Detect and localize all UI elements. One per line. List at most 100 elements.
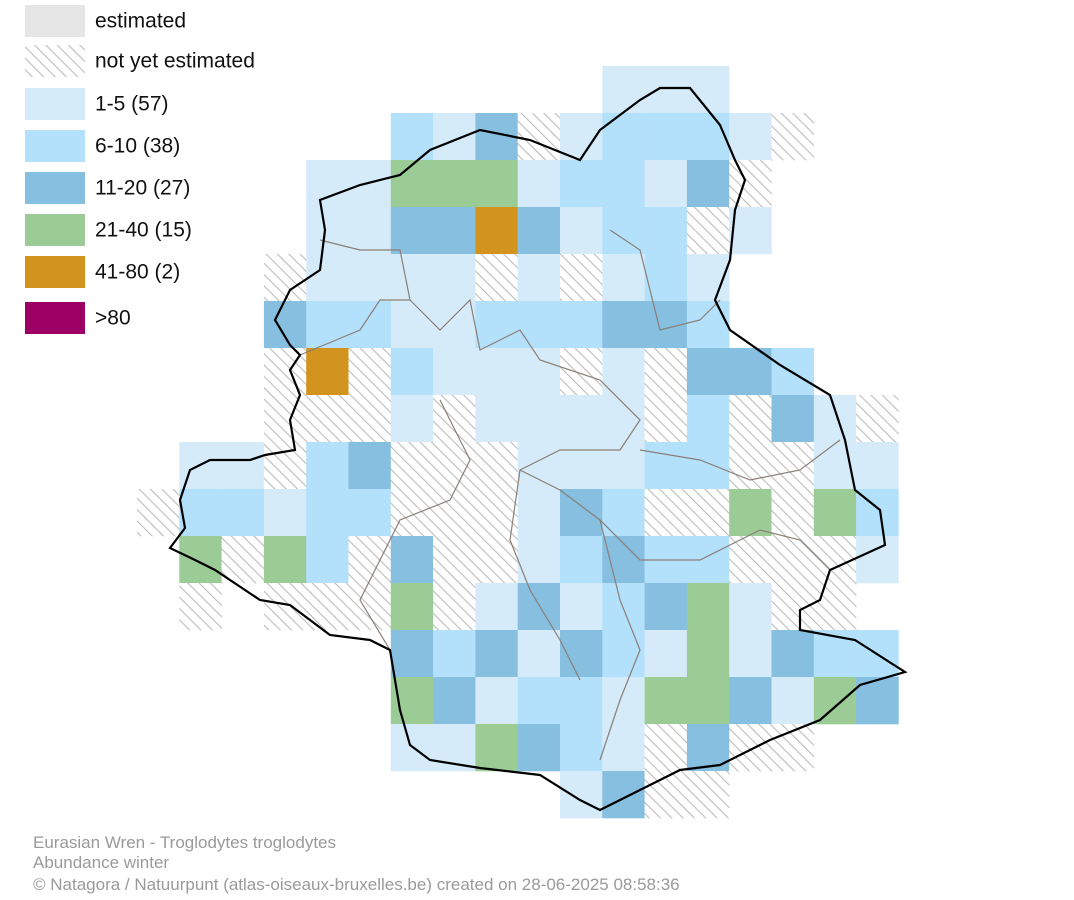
grid-cell (306, 348, 349, 396)
grid-cell (644, 113, 688, 161)
grid-cell (433, 254, 476, 302)
grid-cell (729, 395, 772, 443)
legend-swatch (25, 130, 85, 162)
grid-cell (602, 66, 645, 114)
grid-cell (644, 160, 688, 208)
grid-cell (306, 207, 349, 255)
grid-cell (306, 395, 349, 443)
grid-cells (137, 66, 899, 819)
grid-cell (390, 207, 434, 255)
grid-cell (517, 113, 561, 161)
grid-cell (433, 536, 476, 584)
grid-cell (306, 442, 349, 490)
grid-cell (306, 160, 349, 208)
legend-swatch (25, 214, 85, 246)
grid-cell (390, 348, 434, 396)
grid-cell (517, 207, 561, 255)
grid-cell (644, 348, 688, 396)
grid-cell (813, 583, 857, 631)
grid-cell (602, 254, 645, 302)
grid-cell (390, 395, 434, 443)
grid-cell (602, 771, 645, 819)
municipal-borders (299, 229, 841, 761)
grid-cell (560, 771, 603, 819)
grid-cell (221, 442, 265, 490)
border-line (519, 469, 831, 571)
grid-cell (517, 254, 561, 302)
grid-cell (686, 630, 730, 678)
grid-cell (560, 301, 603, 349)
grid-cell (560, 489, 603, 537)
grid-cell (475, 254, 518, 302)
grid-cell (179, 583, 222, 631)
grid-cell (644, 489, 688, 537)
grid-cell (686, 113, 730, 161)
grid-cell (560, 442, 603, 490)
grid-cell (686, 583, 730, 631)
grid-cell (686, 489, 730, 537)
footer-species: Eurasian Wren - Troglodytes troglodytes (33, 833, 336, 852)
grid-cell (644, 442, 688, 490)
grid-cell (602, 348, 645, 396)
grid-cell (602, 583, 645, 631)
grid-cell (306, 254, 349, 302)
grid-cell (686, 207, 730, 255)
grid-cell (433, 583, 476, 631)
grid-cell (263, 395, 307, 443)
grid-cell (602, 207, 645, 255)
legend-label: not yet estimated (95, 50, 255, 73)
grid-cell (813, 677, 857, 725)
grid-cell (263, 254, 307, 302)
grid-cell (560, 207, 603, 255)
grid-cell (390, 677, 434, 725)
grid-cell (348, 254, 392, 302)
legend-swatch (25, 5, 85, 37)
grid-cell (263, 489, 307, 537)
grid-cell (602, 113, 645, 161)
grid-cell (560, 160, 603, 208)
grid-cell (348, 489, 392, 537)
border-line (639, 439, 841, 481)
grid-cell (221, 489, 265, 537)
grid-cell (390, 442, 434, 490)
border-line (609, 229, 721, 331)
grid-cell (686, 301, 730, 349)
legend: estimated not yet estimated 1-5 (57) 6-10 (… (25, 5, 255, 334)
grid-cell (433, 207, 476, 255)
grid-cell (686, 677, 730, 725)
legend-label: 41-80 (2) (95, 261, 180, 284)
grid-cell (602, 160, 645, 208)
grid-cell (433, 442, 476, 490)
border-line (359, 399, 471, 651)
grid-cell (475, 207, 518, 255)
grid-cell (390, 254, 434, 302)
grid-cell (686, 160, 730, 208)
grid-cell (729, 583, 772, 631)
grid-cell (813, 536, 857, 584)
grid-cell (263, 583, 307, 631)
grid-cell (644, 630, 688, 678)
grid-cell (390, 536, 434, 584)
grid-cell (475, 489, 518, 537)
grid-cell (729, 630, 772, 678)
grid-cell (517, 301, 561, 349)
grid-cell (348, 442, 392, 490)
grid-cell (644, 66, 688, 114)
grid-cell (475, 348, 518, 396)
grid-cell (729, 207, 772, 255)
grid-cell (263, 442, 307, 490)
legend-swatch (25, 45, 85, 77)
grid-cell (475, 583, 518, 631)
grid-cell (560, 583, 603, 631)
legend-swatch (25, 88, 85, 120)
grid-cell (644, 583, 688, 631)
region-boundary (168, 86, 908, 812)
grid-cell (686, 442, 730, 490)
grid-cell (433, 630, 476, 678)
grid-cell (348, 583, 392, 631)
grid-cell (179, 536, 222, 584)
grid-cell (517, 160, 561, 208)
legend-label: >80 (95, 307, 131, 330)
grid-cell (348, 536, 392, 584)
grid-cell (433, 348, 476, 396)
